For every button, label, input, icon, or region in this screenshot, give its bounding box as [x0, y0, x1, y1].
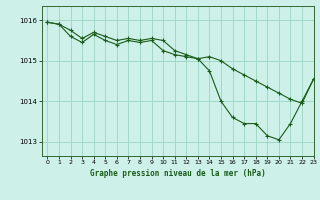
X-axis label: Graphe pression niveau de la mer (hPa): Graphe pression niveau de la mer (hPa): [90, 169, 266, 178]
